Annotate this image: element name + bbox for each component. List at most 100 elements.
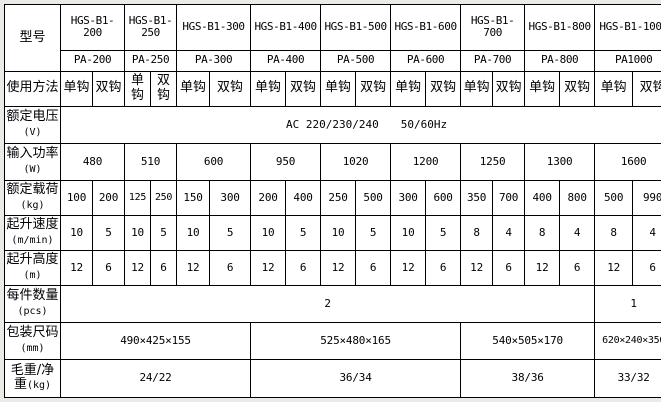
model-cell-hgs: HGS-B1-200 [59,4,126,51]
lifting-speed-value: 5 [285,214,322,251]
lifting-speed-value: 5 [209,214,252,251]
lifting-height-value: 6 [632,249,661,286]
model-cell-hgs: HGS-B1-500 [320,4,392,51]
lifting-speed-value: 8 [524,214,561,251]
hook-double: 双钩 [632,70,661,107]
gross-net-weight-value: 38/36 [460,358,596,399]
table-row-rated-voltage: 额定电压 (V) AC 220/230/240 50/60Hz [4,105,661,144]
row-label-qty-per-piece: 每件数量 (pcs) [4,284,61,323]
row-label-lifting-height: 起升高度 (m) [4,249,61,286]
table-row-lifting-speed: 起升速度 (m/min) 10 5 10 5 10 5 10 5 10 5 10… [4,214,661,251]
specification-table: 型号 HGS-B1-200 HGS-B1-250 HGS-B1-300 HGS-… [4,4,661,399]
rated-load-value: 700 [492,179,526,216]
table-row-gross-net-weight: 毛重/净 重(kg) 24/22 36/34 38/36 33/32 [4,358,661,399]
lifting-height-value: 12 [124,249,152,286]
hook-double: 双钩 [285,70,322,107]
row-label-unit: (mm) [20,342,45,354]
row-label-text: 每件数量 [6,288,59,304]
row-label-unit: (V) [23,126,42,138]
lifting-height-value: 6 [209,249,252,286]
input-power-value: 510 [124,142,178,181]
hook-single: 单钩 [250,70,287,107]
row-label-input-power: 输入功率 (W) [4,142,61,181]
lifting-height-value: 6 [559,249,596,286]
lifting-height-value: 12 [176,249,211,286]
packing-size-value: 490×425×155 [59,321,252,360]
lifting-speed-value: 10 [124,214,152,251]
rated-load-value: 150 [176,179,211,216]
row-label-lifting-speed: 起升速度 (m/min) [4,214,61,251]
hook-single: 单钩 [176,70,211,107]
lifting-height-value: 6 [91,249,126,286]
model-cell-pa: PA1000 [594,49,661,72]
table-row-packing-size: 包装尺码 (mm) 490×425×155 525×480×165 540×50… [4,321,661,360]
row-label-rated-load: 额定载荷 (kg) [4,179,61,216]
qty-per-piece-value: 1 [594,284,661,323]
hook-double: 双钩 [209,70,252,107]
table-row-lifting-height: 起升高度 (m) 12 6 12 6 12 6 12 6 12 6 12 6 1… [4,249,661,286]
lifting-speed-value: 5 [91,214,126,251]
rated-load-value: 400 [524,179,561,216]
lifting-speed-value: 5 [425,214,462,251]
lifting-height-value: 12 [250,249,287,286]
table-row-qty-per-piece: 每件数量 (pcs) 2 1 [4,284,661,323]
lifting-height-value: 6 [425,249,462,286]
lifting-height-value: 6 [355,249,392,286]
rated-load-value: 400 [285,179,322,216]
rated-load-value: 500 [594,179,634,216]
row-label-text-line2: 重 [13,377,27,393]
rated-load-value: 200 [250,179,287,216]
model-cell-pa: PA-700 [460,49,526,72]
table-row-model: 型号 HGS-B1-200 HGS-B1-250 HGS-B1-300 HGS-… [4,4,661,72]
rated-load-value: 300 [390,179,427,216]
model-cell-pa: PA-800 [524,49,596,72]
row-label-text: 额定电压 [6,109,59,125]
lifting-speed-value: 10 [390,214,427,251]
hook-single: 单钩 [390,70,427,107]
hook-single: 单钩 [60,70,93,107]
row-label-unit: (m/min) [11,234,54,246]
lifting-height-value: 12 [390,249,427,286]
model-cell-hgs: HGS-B1-250 [124,4,178,51]
hook-double: 双钩 [91,70,126,107]
lifting-speed-value: 8 [594,214,634,251]
rated-load-value: 350 [460,179,494,216]
hook-single: 单钩 [524,70,561,107]
row-label-usage-method: 使用方法 [4,70,61,107]
rated-load-value: 500 [355,179,392,216]
lifting-speed-value: 5 [150,214,178,251]
hook-double: 双钩 [559,70,596,107]
gross-net-weight-value: 24/22 [59,358,252,399]
lifting-speed-value: 8 [460,214,494,251]
model-cell-hgs: HGS-B1-600 [390,4,462,51]
input-power-value: 480 [59,142,126,181]
qty-per-piece-value: 2 [59,284,596,323]
rated-load-value: 125 [124,179,152,216]
model-cell-pa: PA-250 [124,49,178,72]
packing-size-value: 540×505×170 [460,321,596,360]
lifting-speed-value: 4 [492,214,526,251]
rated-load-value: 300 [209,179,252,216]
row-label-unit: (kg) [26,380,52,392]
table-row-input-power: 输入功率 (W) 480 510 600 950 1020 1200 1250 … [4,142,661,181]
model-cell-pa: PA-200 [59,49,126,72]
lifting-speed-value: 10 [250,214,287,251]
row-label-gross-net-weight: 毛重/净 重(kg) [4,358,61,399]
row-label-unit: (kg) [20,199,45,211]
packing-size-value: 620×240×350 [594,321,661,360]
lifting-height-value: 12 [524,249,561,286]
rated-load-value: 800 [559,179,596,216]
row-label-text: 包装尺码 [6,325,59,341]
table-row-usage-method: 使用方法 单钩 双钩 单钩 双钩 单钩 双钩 单钩 双钩 单钩 双钩 单钩 双钩… [4,70,661,107]
rated-load-value: 200 [91,179,126,216]
hook-single: 单钩 [320,70,357,107]
rated-load-value: 990 [632,179,661,216]
hook-double: 双钩 [150,70,178,107]
row-label-text: 起升高度 [6,252,59,268]
lifting-speed-value: 10 [60,214,93,251]
row-label-unit: (m) [23,269,42,281]
rated-load-value: 250 [320,179,357,216]
frequency-text: 50/60Hz [400,117,448,131]
lifting-height-value: 12 [60,249,93,286]
input-power-value: 600 [176,142,252,181]
